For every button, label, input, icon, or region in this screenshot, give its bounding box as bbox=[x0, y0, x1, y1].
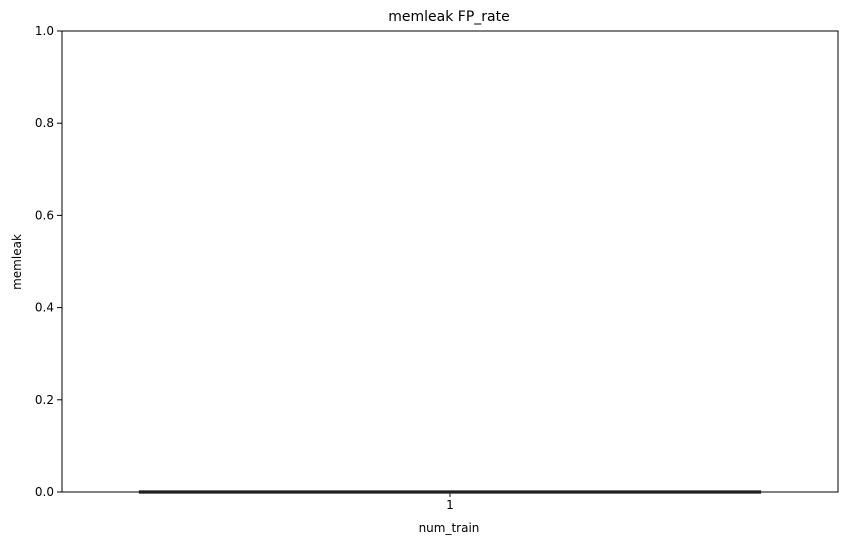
plot-frame bbox=[61, 30, 839, 493]
y-tick-label: 0.2 bbox=[35, 393, 54, 407]
chart-title: memleak FP_rate bbox=[388, 9, 509, 25]
y-tick-label: 0.4 bbox=[35, 301, 54, 315]
y-axis-ticks: 0.0 0.2 0.4 0.6 0.8 1.0 bbox=[35, 24, 62, 499]
y-axis-label: memleak bbox=[10, 234, 24, 290]
x-axis-label: num_train bbox=[419, 521, 480, 535]
x-tick-label: 1 bbox=[446, 498, 454, 512]
y-tick-label: 0.0 bbox=[35, 485, 54, 499]
y-tick-label: 1.0 bbox=[35, 24, 54, 38]
y-tick-label: 0.6 bbox=[35, 208, 54, 222]
y-tick-label: 0.8 bbox=[35, 116, 54, 130]
